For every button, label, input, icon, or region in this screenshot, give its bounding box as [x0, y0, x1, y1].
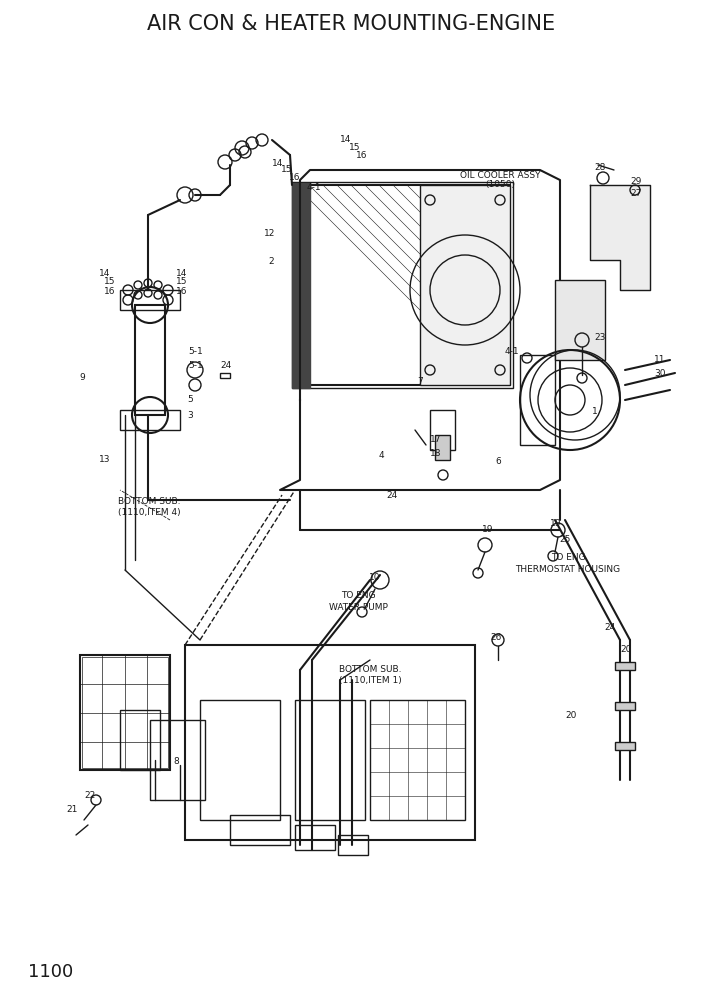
Text: 15: 15	[103, 278, 115, 287]
Text: 6: 6	[495, 457, 501, 466]
Bar	[520, 355, 555, 445]
Text: 19: 19	[550, 520, 562, 529]
Text: 19: 19	[482, 526, 494, 535]
Text: 26: 26	[490, 633, 502, 642]
Bar	[120, 290, 180, 310]
Bar	[338, 835, 368, 855]
Bar	[555, 280, 605, 360]
Bar	[80, 655, 170, 770]
Bar	[230, 815, 290, 845]
Bar	[120, 410, 180, 430]
Bar	[292, 182, 513, 388]
Bar	[135, 305, 165, 415]
Text: 20: 20	[565, 710, 576, 719]
Text: 16: 16	[103, 287, 115, 296]
Text: 14: 14	[176, 269, 187, 278]
Text: BOTTOM SUB.: BOTTOM SUB.	[339, 666, 402, 675]
Text: 18: 18	[430, 448, 442, 457]
Text: 3: 3	[187, 411, 193, 420]
Text: 4: 4	[378, 450, 384, 459]
Text: 24: 24	[604, 623, 616, 632]
Bar	[295, 700, 365, 820]
Text: (1110,ITEM 4): (1110,ITEM 4)	[118, 509, 180, 518]
Text: 22: 22	[84, 791, 95, 800]
Text: 1100: 1100	[28, 963, 73, 981]
Bar	[420, 185, 510, 385]
Text: WATER PUMP: WATER PUMP	[329, 602, 388, 611]
Bar	[435, 435, 450, 460]
Bar	[200, 700, 280, 820]
Bar	[82, 657, 168, 768]
Text: 13: 13	[99, 455, 111, 464]
Text: 2: 2	[268, 258, 274, 267]
Text: 5: 5	[187, 396, 193, 405]
Polygon shape	[590, 185, 650, 290]
Bar	[150, 720, 205, 800]
Text: AIR CON & HEATER MOUNTING-ENGINE: AIR CON & HEATER MOUNTING-ENGINE	[147, 14, 555, 34]
Bar	[295, 825, 335, 850]
Text: 25: 25	[559, 536, 571, 545]
Bar	[120, 710, 160, 770]
Text: 20: 20	[620, 646, 631, 655]
Text: 24: 24	[386, 490, 397, 500]
Text: 15: 15	[350, 144, 361, 153]
Text: 16: 16	[176, 287, 187, 296]
Text: 4-1: 4-1	[505, 347, 519, 356]
Text: OIL COOLER ASSY: OIL COOLER ASSY	[460, 171, 541, 180]
Text: 30: 30	[654, 368, 665, 378]
Bar	[615, 662, 635, 670]
Text: 28: 28	[595, 164, 606, 173]
Text: 7: 7	[417, 378, 423, 387]
Text: BOTTOM SUB.: BOTTOM SUB.	[118, 498, 180, 507]
Text: 14: 14	[272, 159, 284, 168]
Text: 5-1: 5-1	[189, 361, 204, 370]
Text: 23: 23	[595, 333, 606, 342]
Text: 4-1: 4-1	[307, 184, 322, 192]
Text: TO ENG: TO ENG	[550, 554, 585, 562]
Bar	[295, 185, 510, 385]
Text: 15: 15	[282, 166, 293, 175]
Bar	[220, 373, 230, 378]
Text: 24: 24	[220, 361, 232, 370]
Text: 15: 15	[176, 278, 187, 287]
Text: 16: 16	[356, 152, 368, 161]
Text: 5-1: 5-1	[189, 347, 204, 356]
Text: 16: 16	[289, 173, 300, 182]
Text: 14: 14	[340, 136, 352, 145]
Bar	[292, 183, 310, 388]
Text: 1: 1	[592, 408, 598, 417]
Text: 29: 29	[630, 178, 642, 186]
Text: TO ENG: TO ENG	[340, 591, 376, 600]
Bar	[430, 410, 455, 450]
Bar	[615, 742, 635, 750]
Text: 27: 27	[630, 188, 642, 197]
Text: 9: 9	[79, 374, 85, 383]
Bar	[615, 702, 635, 710]
Text: 21: 21	[66, 806, 78, 814]
Text: 14: 14	[98, 269, 110, 278]
Text: (1050): (1050)	[485, 181, 515, 189]
Text: 11: 11	[654, 355, 665, 364]
Text: 12: 12	[265, 229, 276, 238]
Text: THERMOSTAT HOUSING: THERMOSTAT HOUSING	[515, 564, 621, 573]
Text: 17: 17	[430, 435, 442, 444]
Text: 10: 10	[369, 572, 380, 581]
Text: (1110,ITEM 1): (1110,ITEM 1)	[338, 677, 402, 685]
Bar	[370, 700, 465, 820]
Bar	[185, 645, 475, 840]
Text: 8: 8	[173, 758, 179, 767]
